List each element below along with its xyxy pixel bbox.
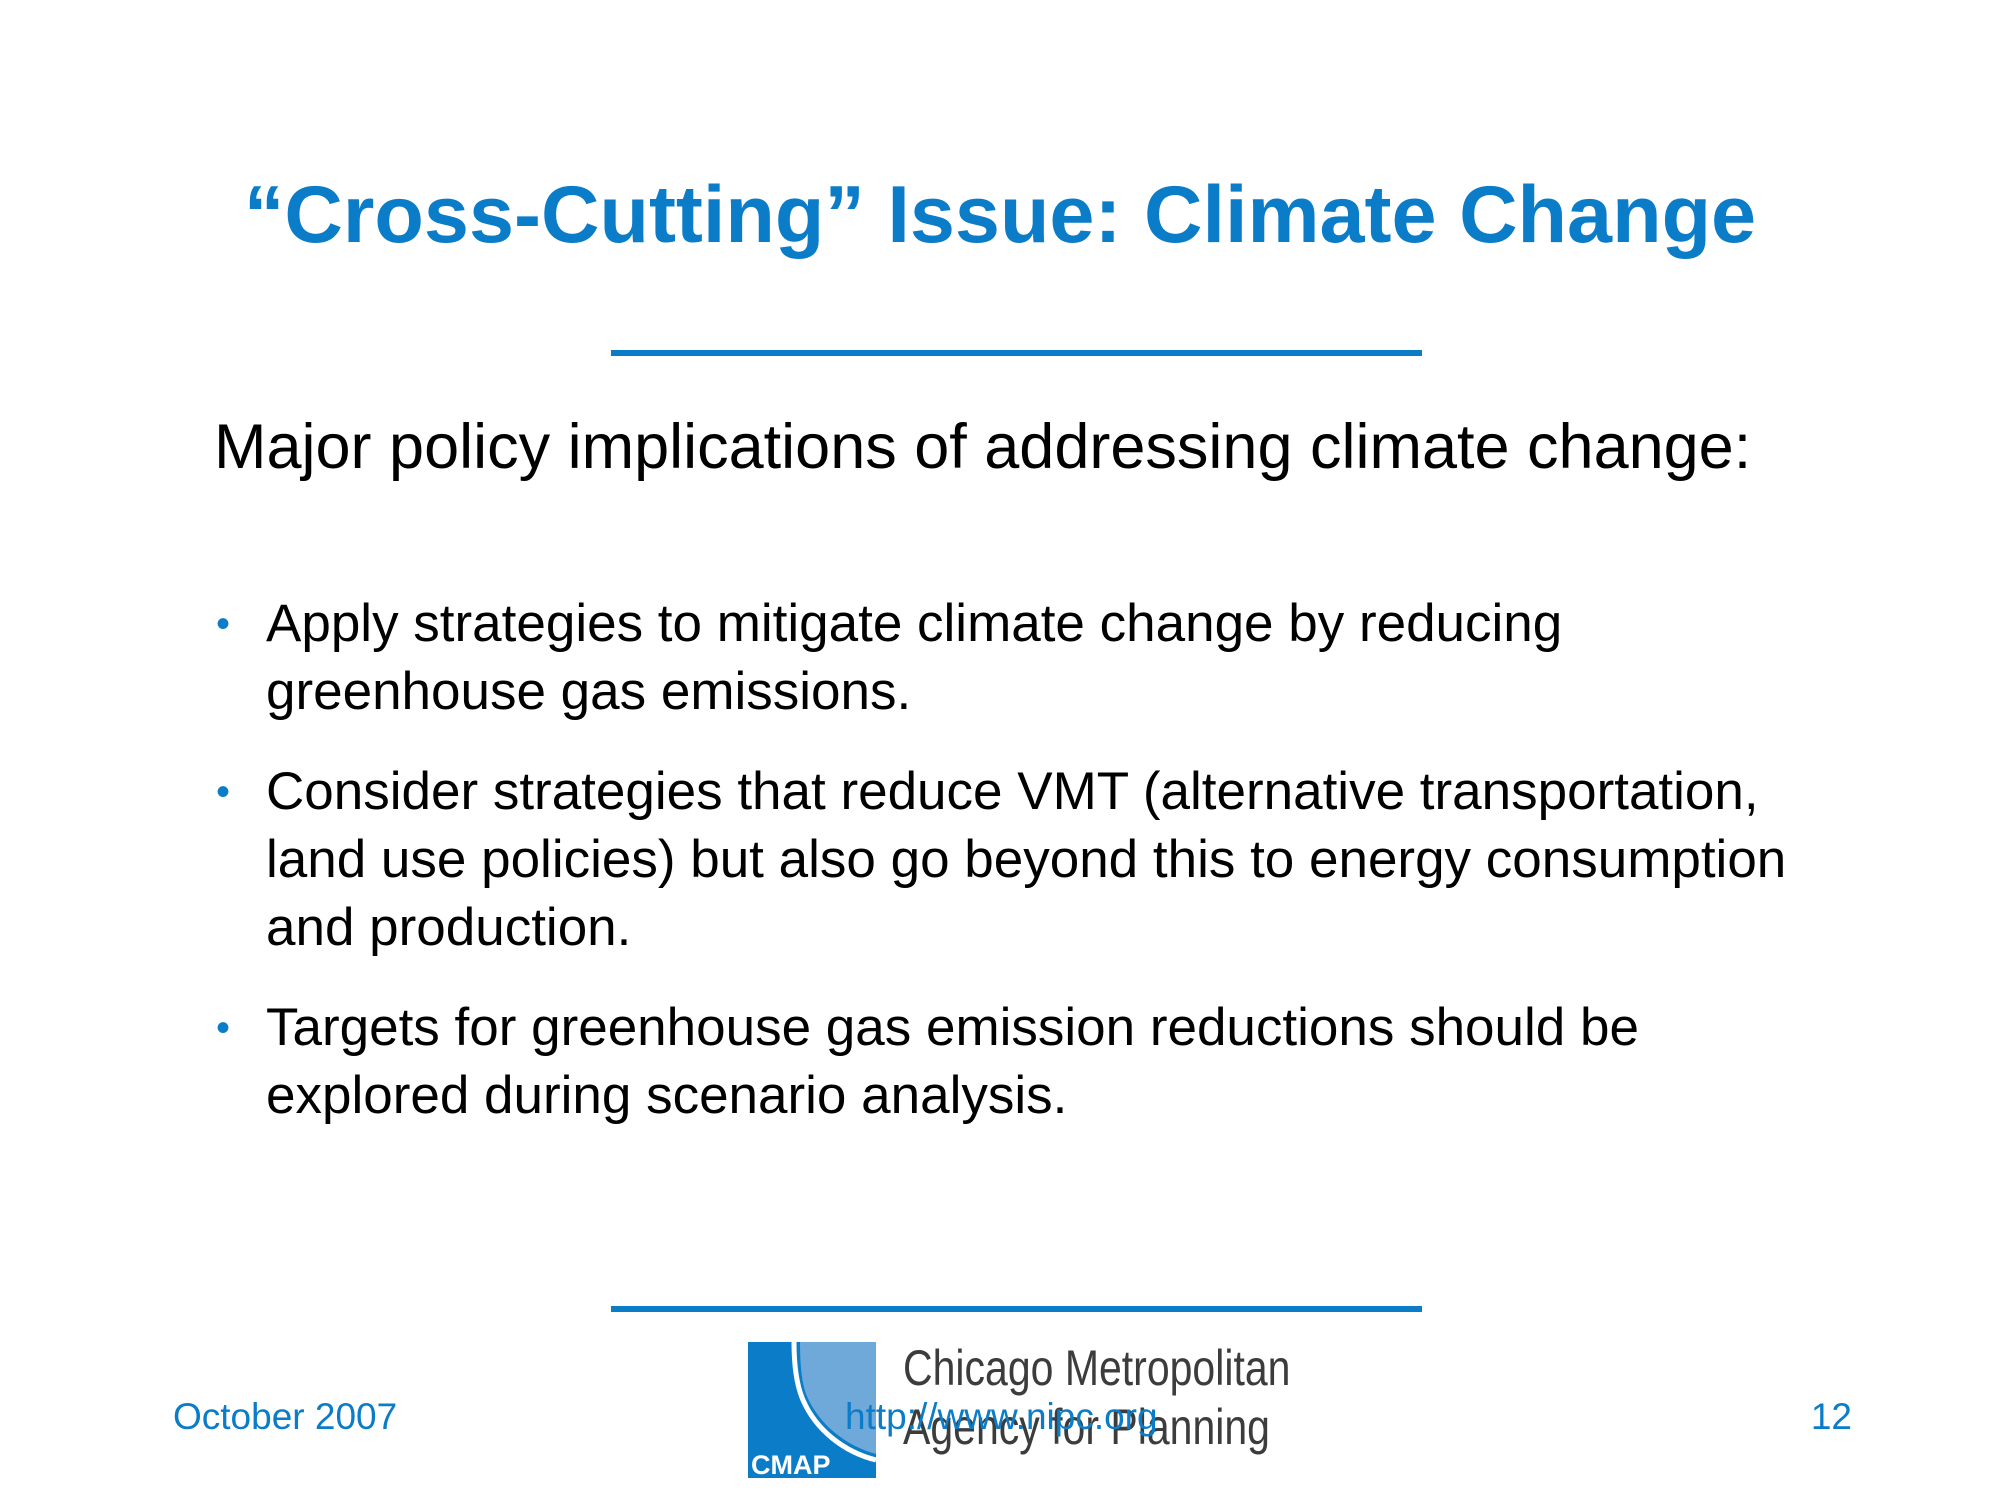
cmap-logo-mark-icon: CMAP — [748, 1342, 876, 1478]
logo-text-line1: Chicago Metropolitan — [903, 1340, 1291, 1396]
bullet-text: Targets for greenhouse gas emission redu… — [266, 998, 1639, 1125]
svg-text:CMAP: CMAP — [751, 1450, 831, 1478]
page-number: 12 — [1810, 1396, 1852, 1437]
bullet-list: • Apply strategies to mitigate climate c… — [214, 590, 1854, 1162]
bullet-text: Apply strategies to mitigate climate cha… — [266, 594, 1563, 721]
bullet-dot-icon: • — [216, 770, 231, 814]
logo-text-line2: Agency for Planning — [903, 1399, 1270, 1455]
cmap-logo: CMAP Chicago Metropolitan Agency for Pla… — [748, 1340, 1290, 1482]
bullet-item: • Apply strategies to mitigate climate c… — [214, 590, 1854, 726]
bullet-dot-icon: • — [216, 602, 231, 646]
bullet-dot-icon: • — [216, 1006, 231, 1050]
footer-divider — [611, 1306, 1422, 1312]
footer-url-link[interactable]: http://www.nipc.org — [845, 1396, 1158, 1437]
bullet-item: • Consider strategies that reduce VMT (a… — [214, 758, 1854, 962]
footer-date: October 2007 — [173, 1396, 398, 1437]
intro-text: Major policy implications of addressing … — [214, 412, 1752, 482]
bullet-item: • Targets for greenhouse gas emission re… — [214, 994, 1854, 1130]
slide-title: “Cross-Cutting” Issue: Climate Change — [243, 170, 1757, 260]
bullet-text: Consider strategies that reduce VMT (alt… — [266, 762, 1787, 957]
title-divider — [611, 350, 1422, 356]
